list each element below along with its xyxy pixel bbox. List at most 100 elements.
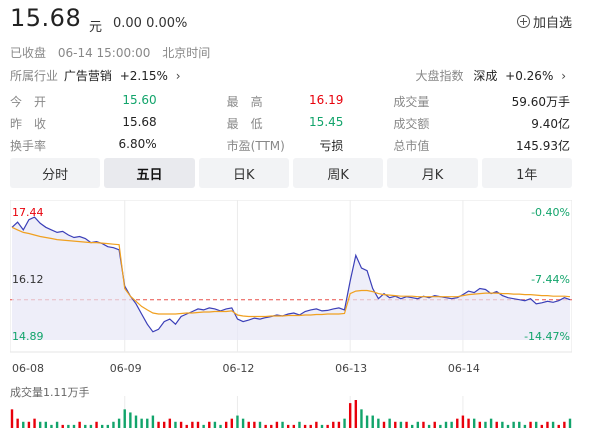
volume-bar: [388, 418, 391, 428]
volume-bar: [484, 421, 487, 428]
tab-daily-k[interactable]: 日K: [198, 158, 289, 188]
tab-one-year[interactable]: 1年: [481, 158, 572, 188]
volume-bar: [10, 409, 14, 428]
volume-bar: [343, 418, 346, 428]
volume-bar: [219, 424, 222, 428]
volume-bar: [416, 421, 420, 428]
x-tick: 06-12: [222, 362, 254, 375]
stats-grid: 今 开 15.60 最 高 16.19 成交量 59.60万手 昨 收 15.68 最 …: [10, 90, 570, 156]
stat-volume: 成交量 59.60万手: [393, 94, 570, 109]
plus-circle-icon: [516, 15, 530, 28]
tab-monthly-k[interactable]: 月K: [387, 158, 478, 188]
volume-bar: [422, 421, 425, 428]
chevron-right-icon: ›: [561, 69, 566, 83]
volume-bar: [151, 415, 155, 428]
volume-bar: [563, 421, 566, 428]
tab-intraday[interactable]: 分时: [10, 158, 101, 188]
volume-bar: [495, 421, 498, 428]
volume-bar: [382, 421, 386, 428]
stat-pe-ttm: 市盈(TTM) 亏损: [226, 138, 344, 153]
volume-bar: [27, 421, 31, 428]
volume-bar: [326, 424, 329, 428]
volume-bar: [337, 421, 341, 428]
volume-bar: [112, 421, 115, 428]
tab-five-day[interactable]: 五日: [104, 158, 195, 188]
volume-bar: [191, 421, 194, 428]
industry-change: +2.15%: [119, 69, 168, 83]
volume-bar: [405, 421, 408, 428]
volume-bar: [489, 418, 493, 428]
market-index-link[interactable]: 大盘指数 深成 +0.26% ›: [415, 67, 566, 84]
index-label: 大盘指数: [415, 69, 464, 83]
volume-bar: [38, 421, 42, 428]
volume-bar: [456, 418, 459, 428]
y-tick-right: -7.44%: [531, 273, 570, 286]
price-area: [12, 217, 570, 340]
volume-bar: [168, 418, 172, 428]
volume-bar: [224, 421, 228, 428]
volume-bar: [518, 421, 521, 428]
volume-bar: [478, 421, 482, 428]
volume-bar: [230, 418, 234, 428]
volume-bar: [72, 424, 76, 428]
industry-name: 广告营销: [63, 69, 112, 83]
volume-bar: [309, 424, 312, 428]
add-watchlist-button[interactable]: 加自选: [516, 12, 572, 31]
stat-turnover-rate: 换手率 6.80%: [10, 136, 157, 153]
volume-bar: [100, 424, 104, 428]
industry-link[interactable]: 所属行业 广告营销 +2.15% ›: [10, 67, 181, 84]
volume-bar: [185, 424, 188, 428]
volume-bar: [117, 418, 121, 428]
volume-bar: [253, 421, 256, 428]
y-tick-right: -0.40%: [531, 206, 570, 219]
volume-bar: [568, 418, 572, 428]
volume-bar: [123, 409, 126, 428]
status-text: 已收盘: [10, 46, 47, 60]
volume-bar: [534, 421, 538, 428]
tab-weekly-k[interactable]: 周K: [292, 158, 384, 188]
y-tick-right: -14.47%: [524, 330, 570, 343]
volume-bar: [523, 424, 527, 428]
volume-bar: [264, 424, 267, 428]
x-tick: 06-09: [110, 362, 142, 375]
volume-bar: [433, 421, 436, 428]
price-unit: 元: [89, 20, 103, 35]
volume-bar: [320, 424, 324, 428]
volume-bar: [33, 418, 36, 428]
volume-bar: [106, 424, 110, 428]
volume-bar: [196, 421, 200, 428]
add-watchlist-label: 加自选: [532, 16, 572, 31]
volume-bar: [439, 424, 442, 428]
volume-bar: [157, 421, 160, 428]
volume-bar: [140, 418, 143, 428]
market-status: 已收盘 06-14 15:00:00 北京时间: [10, 44, 218, 61]
volume-bar: [61, 424, 64, 428]
volume-bar: [213, 421, 217, 428]
volume-bar: [281, 421, 284, 428]
volume-bar: [303, 424, 307, 428]
stat-high: 最 高 16.19: [226, 92, 344, 109]
stat-turnover: 成交额 9.40亿: [393, 116, 570, 131]
volume-bar: [360, 409, 363, 428]
volume-bar: [208, 421, 211, 428]
volume-bar: [354, 400, 358, 428]
chevron-right-icon: ›: [175, 69, 181, 83]
status-timezone: 北京时间: [162, 46, 211, 60]
five-day-chart[interactable]: 17.44 16.12 14.89 -0.40% -7.44% -14.47% 06-08 0…: [10, 200, 572, 432]
x-tick: 06-14: [448, 362, 480, 375]
volume-bar: [512, 421, 515, 428]
y-tick-left: 14.89: [12, 330, 44, 343]
volume-bar: [410, 424, 414, 428]
volume-bar: [529, 421, 532, 428]
volume-bar: [557, 424, 560, 428]
volume-bar: [332, 421, 335, 428]
stat-open: 今 开 15.60: [10, 92, 157, 109]
volume-bar: [444, 421, 448, 428]
industry-label: 所属行业: [10, 69, 59, 83]
volume-bar: [44, 421, 48, 428]
volume-bar: [286, 424, 290, 428]
volume-bar: [298, 421, 301, 428]
volume-bar: [501, 421, 504, 428]
volume-bar: [365, 415, 369, 428]
volume-bar: [472, 418, 476, 428]
